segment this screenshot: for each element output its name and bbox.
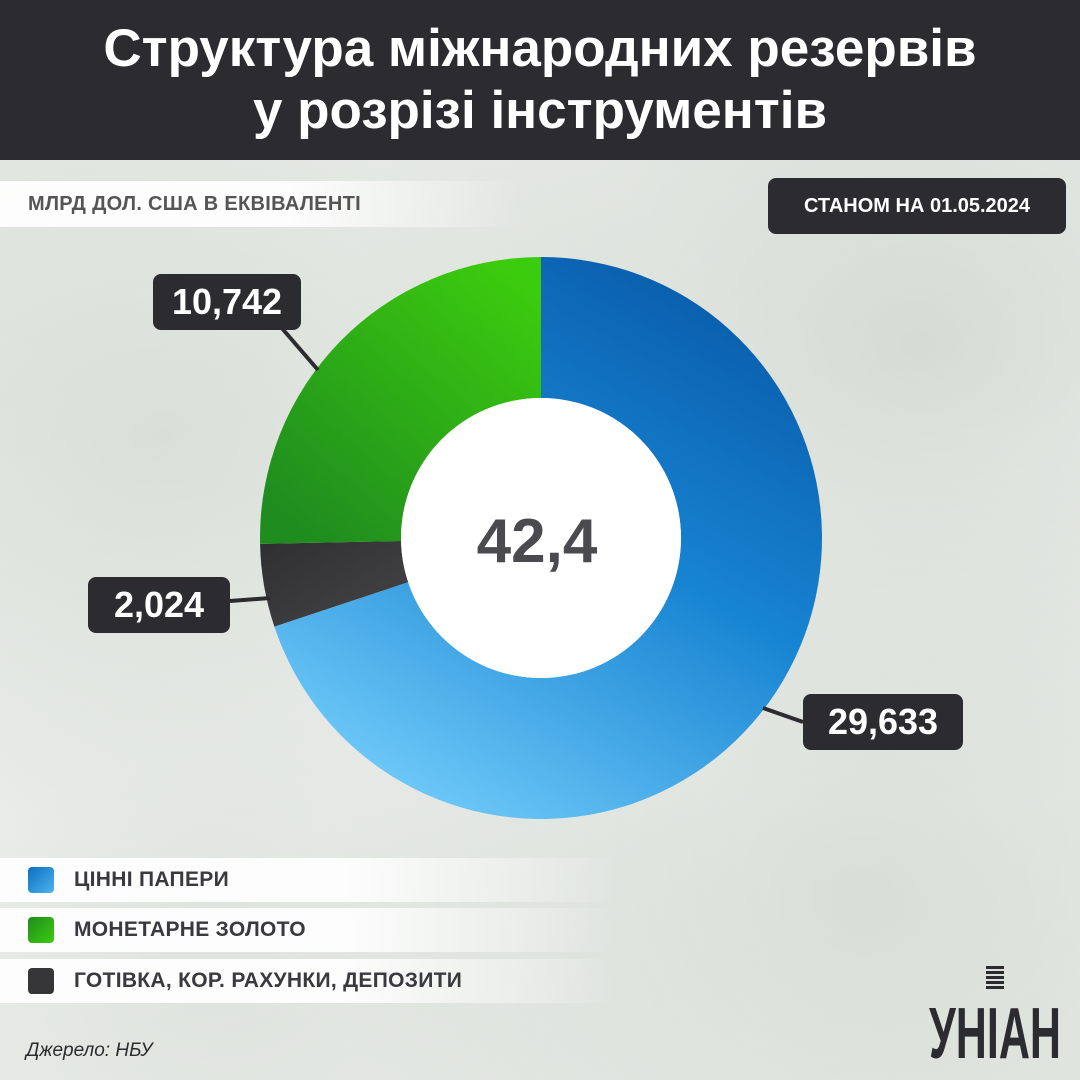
- legend-label: МОНЕТАРНЕ ЗОЛОТО: [74, 918, 306, 941]
- chart-slices: [260, 257, 822, 819]
- data-label: 29,633: [828, 701, 938, 742]
- callout-line: [278, 324, 320, 372]
- source-note: Джерело: НБУ: [26, 1040, 153, 1061]
- callout-line: [229, 596, 271, 603]
- header: Структура міжнародних резервів у розрізі…: [0, 0, 1080, 160]
- data-labels: 29,633 2,024 10,742: [88, 274, 963, 750]
- data-label-box: [153, 274, 301, 330]
- slice-cash-deposits: [260, 540, 409, 627]
- legend-item-cash: ГОТІВКА, КОР. РАХУНКИ, ДЕПОЗИТИ: [0, 959, 620, 1003]
- data-label-box: [88, 577, 230, 633]
- units-label: МЛРД ДОЛ. США В ЕКВІВАЛЕНТІ: [0, 181, 520, 227]
- slice-monetary-gold: [260, 257, 541, 544]
- logo-text: УНІАН: [929, 994, 1061, 1062]
- date-badge: СТАНОМ НА 01.05.2024: [768, 178, 1066, 234]
- legend-label: ЦІННІ ПАПЕРИ: [74, 868, 229, 891]
- legend-label: ГОТІВКА, КОР. РАХУНКИ, ДЕПОЗИТИ: [74, 969, 463, 992]
- data-label-box: [803, 694, 963, 750]
- data-label: 10,742: [172, 281, 282, 322]
- page-title-line1: Структура міжнародних резервів: [103, 19, 977, 78]
- slice-securities: [274, 257, 822, 819]
- legend-item-securities: ЦІННІ ПАПЕРИ: [0, 858, 620, 902]
- donut-hole: [401, 398, 681, 678]
- legend-swatch-green: [28, 917, 54, 943]
- legend-swatch-blue: [28, 867, 54, 893]
- center-total-label: 42,4: [477, 507, 598, 576]
- unian-logo: УНІАН: [929, 966, 1061, 1062]
- data-label: 2,024: [114, 584, 204, 625]
- page-title-line2: у розрізі інструментів: [252, 81, 828, 140]
- callout-line: [762, 706, 804, 724]
- legend-item-gold: МОНЕТАРНЕ ЗОЛОТО: [0, 908, 620, 952]
- legend-swatch-dark: [28, 968, 54, 994]
